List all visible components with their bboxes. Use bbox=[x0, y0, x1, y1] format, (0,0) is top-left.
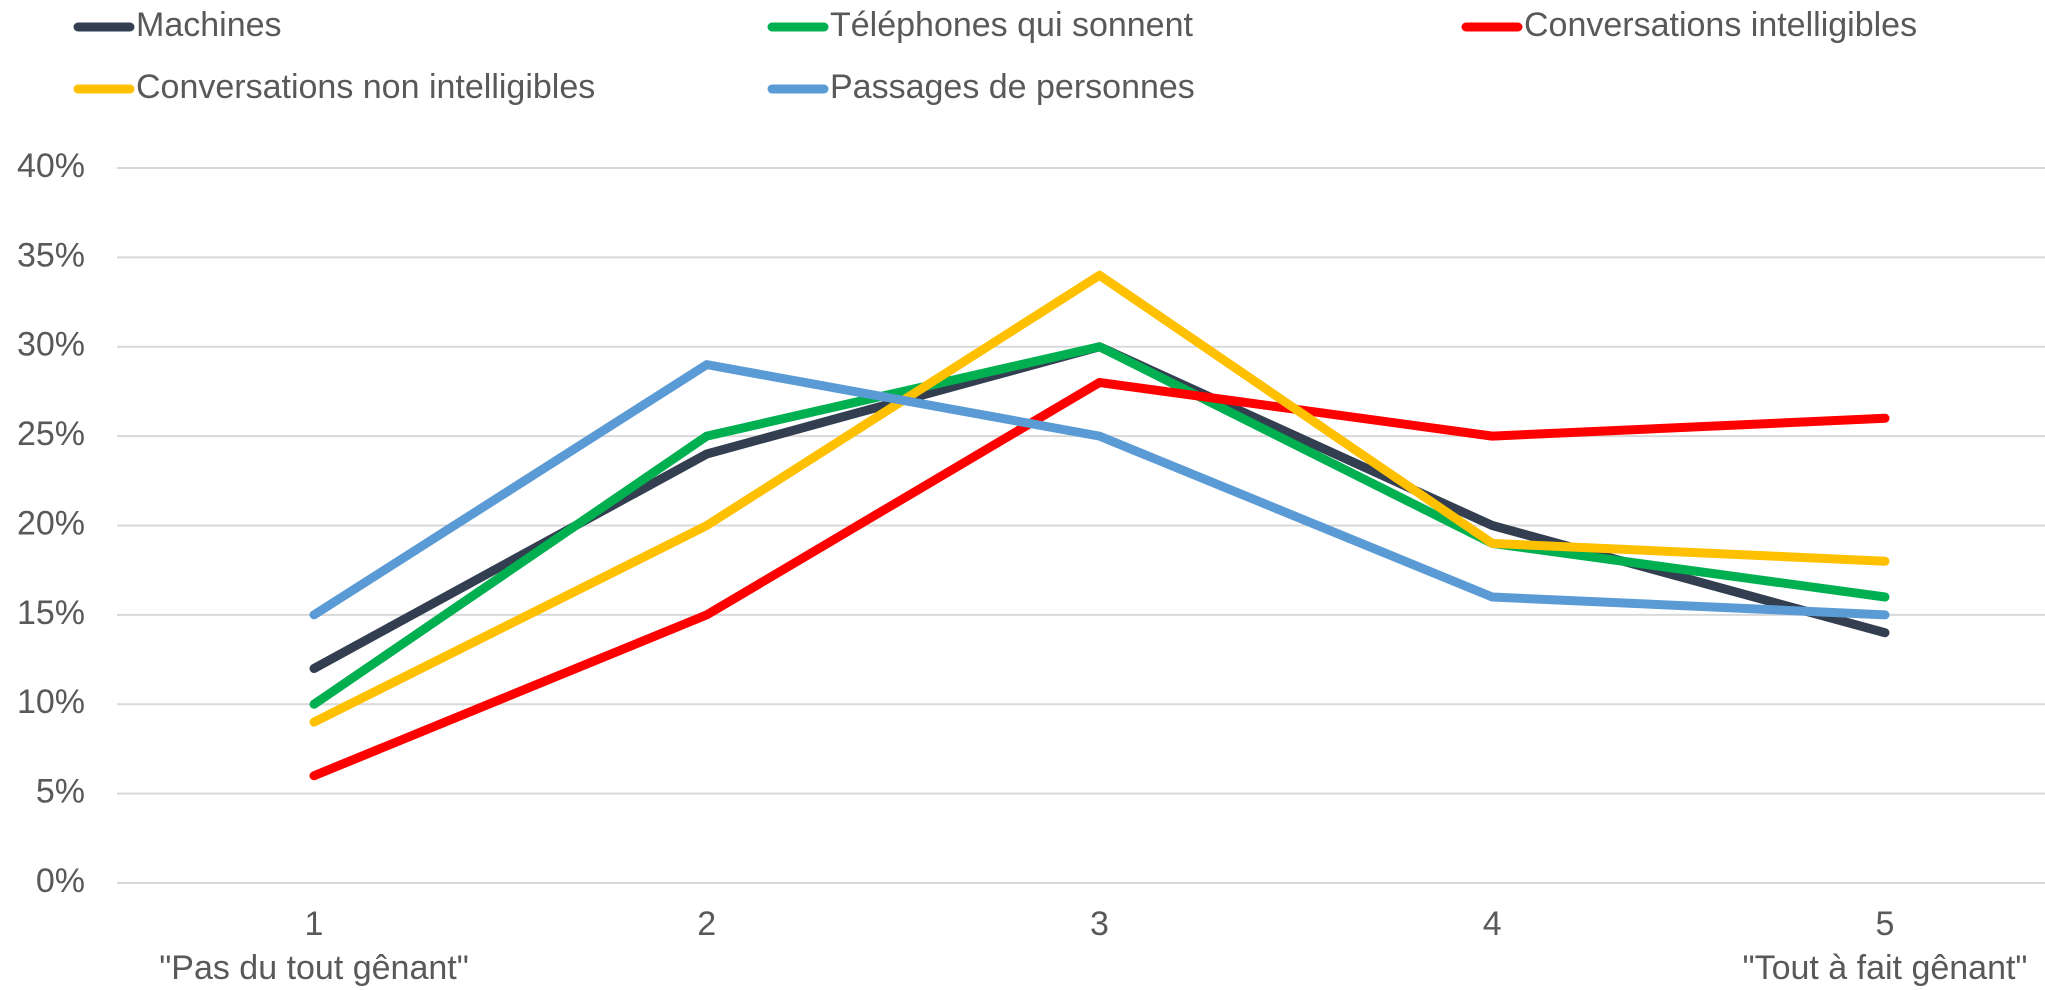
legend-label: Conversations non intelligibles bbox=[136, 68, 595, 106]
y-tick-label: 25% bbox=[17, 415, 85, 453]
y-tick-label: 0% bbox=[36, 862, 85, 900]
y-tick-label: 35% bbox=[17, 236, 85, 274]
legend-label: Téléphones qui sonnent bbox=[830, 6, 1193, 44]
y-tick-label: 40% bbox=[17, 147, 85, 185]
x-sublabel: "Pas du tout gênant" bbox=[159, 949, 469, 987]
x-tick-label: 2 bbox=[697, 905, 716, 943]
y-tick-label: 20% bbox=[17, 504, 85, 542]
x-tick-label: 3 bbox=[1090, 905, 1109, 943]
x-sublabel: "Tout à fait gênant" bbox=[1743, 949, 2028, 987]
legend-label: Passages de personnes bbox=[830, 68, 1195, 106]
series-line bbox=[309, 342, 1890, 673]
y-tick-label: 15% bbox=[17, 594, 85, 632]
legend-label: Machines bbox=[136, 6, 282, 44]
series-line bbox=[309, 342, 1890, 709]
x-tick-label: 1 bbox=[305, 905, 324, 943]
series-line bbox=[309, 270, 1890, 727]
y-tick-label: 5% bbox=[36, 773, 85, 811]
x-tick-label: 5 bbox=[1876, 905, 1895, 943]
series-line bbox=[309, 378, 1890, 781]
legend-label: Conversations intelligibles bbox=[1524, 6, 1917, 44]
y-tick-label: 10% bbox=[17, 683, 85, 721]
x-tick-label: 4 bbox=[1483, 905, 1502, 943]
series-line bbox=[309, 360, 1890, 620]
y-tick-label: 30% bbox=[17, 326, 85, 364]
